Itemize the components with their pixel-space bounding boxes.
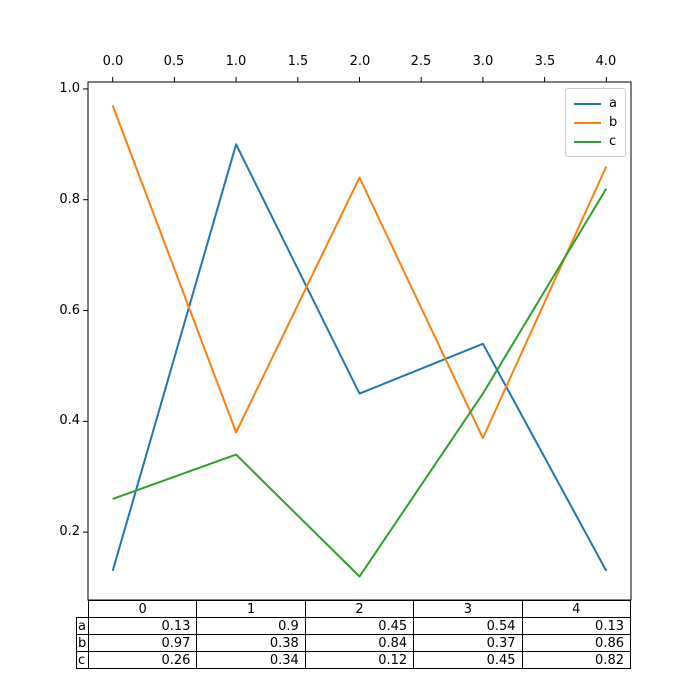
table-row-a: a 0.13 0.9 0.45 0.54 0.13: [76, 617, 632, 635]
table-cell: 0.84: [304, 634, 415, 652]
x-tick-label: 1.5: [287, 54, 309, 69]
x-tick-label: 0.0: [102, 54, 124, 69]
x-tick-label: 1.0: [225, 54, 247, 69]
table-row-label: a: [76, 617, 89, 635]
axes-frame: [87, 81, 632, 601]
table-col-header: 0: [87, 600, 198, 618]
table-cell: 0.37: [413, 634, 523, 652]
table-cell: 0.38: [196, 634, 306, 652]
x-tick-label: 3.5: [534, 54, 556, 69]
x-tick-label: 0.5: [163, 54, 185, 69]
table-cell: 0.82: [521, 651, 632, 669]
y-tick-label: 0.6: [59, 303, 80, 318]
table-cell: 0.45: [304, 617, 415, 635]
legend-line-sample-c: [574, 140, 601, 143]
table-cell: 0.97: [87, 634, 198, 652]
table-cell: 0.26: [87, 651, 198, 669]
legend-line-sample-b: [574, 121, 601, 124]
x-tick-label: 2.0: [349, 54, 371, 69]
table-corner-cell: [77, 601, 89, 618]
legend-label-c: c: [609, 134, 617, 149]
table-cell: 0.86: [521, 634, 632, 652]
legend-label-a: a: [609, 96, 617, 111]
series-line-c: [112, 188, 608, 578]
y-tick-label: 0.2: [59, 524, 80, 539]
table-cell: 0.13: [521, 617, 632, 635]
series-line-b: [111, 105, 608, 439]
x-tick-label: 3.0: [472, 54, 494, 69]
legend-entry-a: a: [574, 96, 617, 111]
table-cell: 0.9: [196, 617, 306, 635]
x-tick-label: 4.0: [595, 54, 617, 69]
series-line-a: [111, 143, 608, 572]
y-tick-label: 0.8: [59, 192, 80, 207]
table-cell: 0.34: [196, 651, 306, 669]
table-col-header: 3: [413, 600, 523, 618]
legend-entry-c: c: [574, 134, 617, 149]
table-row-b: b 0.97 0.38 0.84 0.37 0.86: [76, 634, 632, 652]
table-col-header: 1: [196, 600, 306, 618]
x-tick-label: 2.5: [410, 54, 432, 69]
legend-entry-b: b: [574, 115, 617, 130]
table-cell: 0.45: [413, 651, 523, 669]
legend-line-sample-a: [574, 102, 601, 105]
legend: a b c: [565, 88, 627, 157]
y-tick-label: 1.0: [59, 81, 80, 96]
table-col-header: 4: [521, 600, 632, 618]
y-tick-label: 0.4: [59, 413, 80, 428]
table-row-label: b: [76, 634, 89, 652]
data-table: 0 1 2 3 4 a 0.13 0.9 0.45 0.54 0.13 b 0.97 0.38 0.84 0.…: [76, 600, 632, 669]
legend-label-b: b: [609, 115, 618, 130]
table-cell: 0.54: [413, 617, 523, 635]
table-row-label: c: [76, 651, 89, 669]
table-cell: 0.12: [304, 651, 415, 669]
table-cell: 0.13: [87, 617, 198, 635]
table-col-header: 2: [304, 600, 415, 618]
table-row-c: c 0.26 0.34 0.12 0.45 0.82: [76, 651, 632, 669]
